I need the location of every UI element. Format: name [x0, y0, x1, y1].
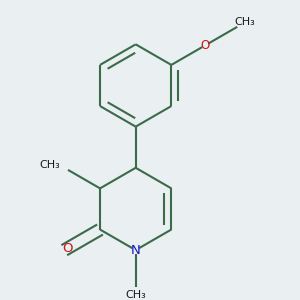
Text: O: O — [62, 242, 73, 255]
Text: O: O — [201, 39, 210, 52]
Text: CH₃: CH₃ — [235, 17, 255, 27]
Text: CH₃: CH₃ — [125, 290, 146, 300]
Text: N: N — [131, 244, 141, 256]
Text: CH₃: CH₃ — [40, 160, 60, 170]
